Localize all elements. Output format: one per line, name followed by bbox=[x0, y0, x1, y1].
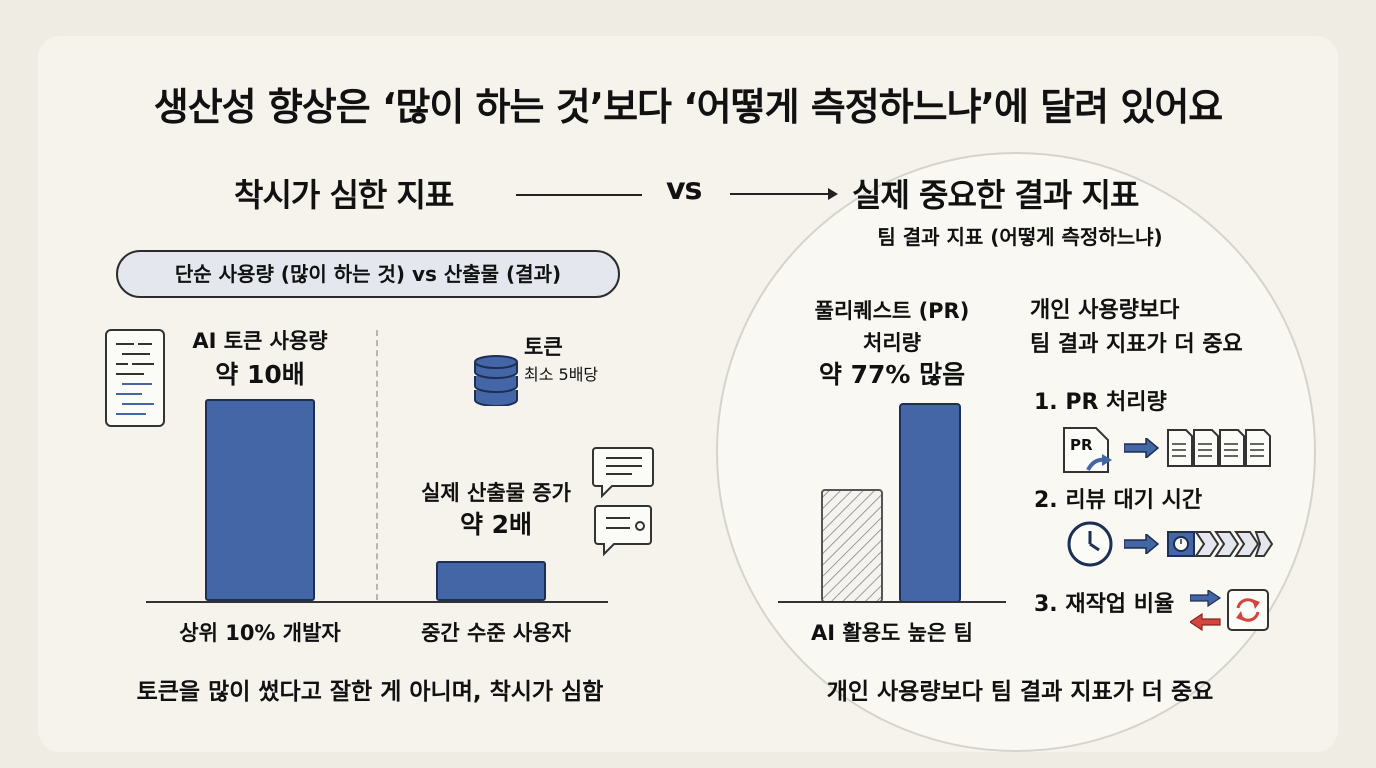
right-subheading: 팀 결과 지표 (어떻게 측정하느냐) bbox=[820, 222, 1220, 252]
bar-mid-user bbox=[436, 561, 546, 601]
pr-label-line1: 풀리퀘스트 (PR) bbox=[782, 296, 1002, 326]
top-dev-label-line1: AI 토큰 사용량 bbox=[170, 326, 350, 356]
bar-ai-team bbox=[900, 404, 960, 602]
usage-vs-output-pill: 단순 사용량 (많이 하는 것) vs 산출물 (결과) bbox=[116, 250, 620, 298]
document-stack-icon bbox=[1166, 428, 1274, 468]
chart-baseline bbox=[146, 601, 608, 603]
mid-user-label-line1: 실제 산출물 증가 bbox=[396, 478, 596, 508]
chat-bubble-icon bbox=[592, 446, 654, 498]
left-heading: 착시가 심한 지표 bbox=[234, 170, 453, 216]
arrow-right-icon-2 bbox=[1124, 534, 1160, 554]
rework-cycle-icon bbox=[1226, 588, 1270, 632]
connector-line bbox=[516, 194, 642, 196]
metric-label-review: 2. 리뷰 대기 시간 bbox=[1034, 486, 1202, 516]
left-caption: 토큰을 많이 썼다고 잘한 게 아니며, 착시가 심함 bbox=[80, 672, 660, 706]
top-dev-label-line2: 약 10배 bbox=[170, 360, 350, 390]
team-chart bbox=[776, 396, 1008, 608]
pr-badge: PR bbox=[1070, 436, 1093, 454]
chart-divider bbox=[376, 330, 378, 600]
pr-label-line2: 처리량 bbox=[782, 328, 1002, 358]
code-document-icon bbox=[104, 328, 168, 430]
note-line1: 개인 사용량보다 bbox=[1030, 296, 1179, 326]
metric-label-rework: 3. 재작업 비율 bbox=[1034, 590, 1174, 620]
vs-label: vs bbox=[666, 172, 701, 207]
database-icon bbox=[472, 346, 520, 406]
right-caption: 개인 사용량보다 팀 결과 지표가 더 중요 bbox=[780, 672, 1260, 706]
pr-document-icon: PR bbox=[1062, 426, 1114, 474]
page-title: 생산성 향상은 ‘많이 하는 것’보다 ‘어떻게 측정하느냐’에 달려 있어요 bbox=[0, 76, 1376, 131]
note-line2: 팀 결과 지표가 더 중요 bbox=[1030, 330, 1243, 360]
connector-arrow-icon bbox=[730, 185, 840, 203]
bar-top-dev bbox=[205, 399, 315, 601]
bidirectional-arrows-icon bbox=[1190, 590, 1222, 632]
arrow-right-icon bbox=[1124, 438, 1160, 458]
token-note-title: 토큰 bbox=[524, 332, 563, 362]
mid-user-label-line2: 약 2배 bbox=[396, 510, 596, 540]
category-label-mid-user: 중간 수준 사용자 bbox=[396, 618, 596, 648]
pr-label-line3: 약 77% 많음 bbox=[782, 360, 1002, 390]
team-category-label: AI 활용도 높은 팀 bbox=[782, 618, 1002, 648]
bar-baseline-team bbox=[822, 490, 882, 602]
token-note-sub: 최소 5배당 bbox=[524, 360, 598, 390]
message-bubble-icon bbox=[594, 504, 654, 556]
clock-icon bbox=[1066, 520, 1114, 568]
category-label-top-dev: 상위 10% 개발자 bbox=[160, 618, 360, 648]
metric-label-pr: 1. PR 처리량 bbox=[1034, 388, 1167, 418]
review-queue-icon bbox=[1166, 530, 1274, 558]
right-heading: 실제 중요한 결과 지표 bbox=[852, 170, 1138, 216]
